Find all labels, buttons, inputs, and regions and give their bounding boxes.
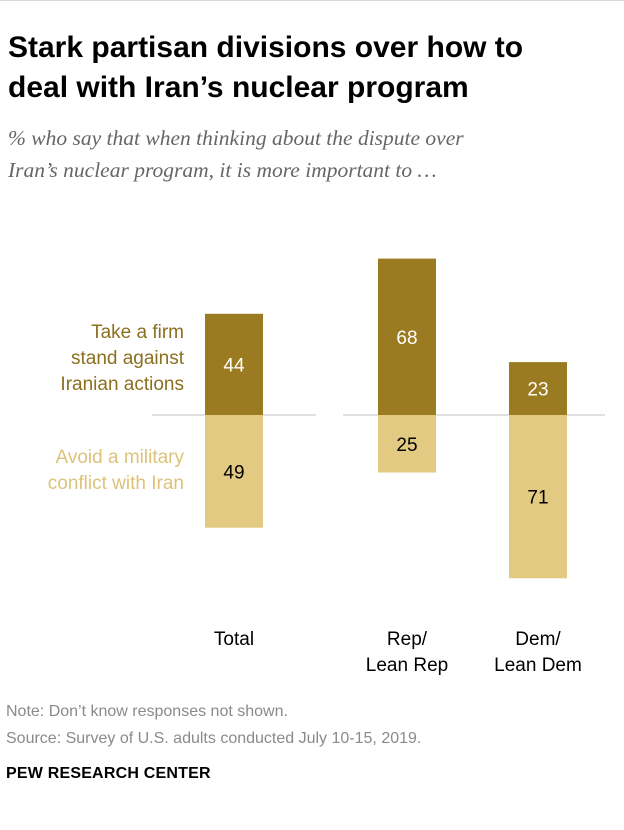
- category-label-rep-lean-rep: Rep/Lean Rep: [366, 629, 448, 676]
- bar-firm-stand-dem-lean-dem: [509, 362, 567, 415]
- bar-firm-stand-rep-lean-rep: [378, 258, 436, 415]
- data-label-firm-stand-total: 44: [223, 355, 245, 376]
- chart-subtitle: % who say that when thinking about the d…: [8, 126, 464, 182]
- chart-note: Note: Don’t know responses not shown.: [6, 703, 288, 720]
- chart-source: Source: Survey of U.S. adults conducted …: [6, 730, 422, 747]
- data-label-avoid-conflict-dem-lean-dem: 71: [527, 488, 548, 509]
- top-rule: [0, 0, 624, 1]
- data-label-firm-stand-rep-lean-rep: 68: [396, 328, 417, 349]
- series-label-firm-stand: Take a firm stand against Iranian actions: [60, 322, 184, 395]
- category-label-total: Total: [214, 629, 254, 650]
- category-label-dem-lean-dem: Dem/Lean Dem: [494, 629, 582, 676]
- organization-label: PEW RESEARCH CENTER: [6, 765, 211, 782]
- data-label-firm-stand-dem-lean-dem: 23: [527, 380, 548, 401]
- diverging-bar-chart: 44 49 Total 68 25 Rep/Lean Rep 23 71 Dem/Lean De…: [48, 258, 605, 676]
- data-label-avoid-conflict-rep-lean-rep: 25: [396, 435, 417, 456]
- data-label-avoid-conflict-total: 49: [223, 462, 244, 483]
- bar-avoid-conflict-rep-lean-rep: [378, 415, 436, 473]
- chart-title: Stark partisan divisions over how to dea…: [8, 31, 524, 104]
- series-label-avoid-conflict: Avoid a military conflict with Iran: [48, 447, 185, 494]
- bar-avoid-conflict-dem-lean-dem: [509, 415, 567, 579]
- bar-avoid-conflict-total: [205, 415, 263, 528]
- bar-firm-stand-total: [205, 313, 263, 415]
